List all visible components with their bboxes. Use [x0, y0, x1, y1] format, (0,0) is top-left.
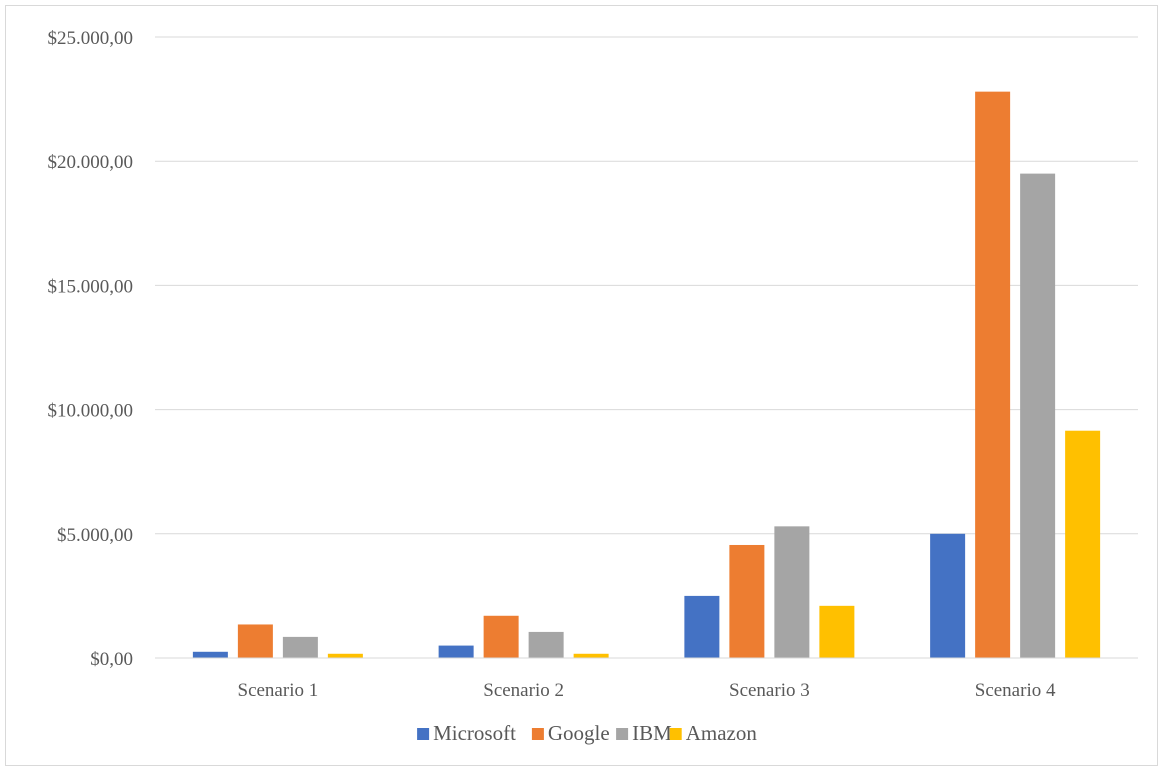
x-tick-label: Scenario 1: [238, 680, 319, 701]
bar-microsoft: [192, 651, 228, 658]
legend-item: Amazon: [669, 721, 758, 745]
bar-amazon: [327, 653, 363, 658]
y-tick-label: $15.000,00: [48, 276, 134, 297]
x-tick-label: Scenario 2: [483, 680, 564, 701]
legend-label: Amazon: [686, 721, 758, 745]
chart-area: [5, 5, 1158, 766]
bar-ibm: [1020, 173, 1056, 658]
y-tick-label: $20.000,00: [48, 152, 134, 173]
bar-ibm: [528, 631, 564, 658]
bar-google: [483, 615, 519, 658]
legend-item: Microsoft: [417, 721, 516, 745]
bar-ibm: [774, 526, 810, 658]
legend-swatch: [669, 728, 682, 740]
bar-amazon: [819, 605, 855, 658]
legend-label: Microsoft: [433, 721, 516, 745]
legend-swatch: [616, 728, 629, 740]
y-tick-label: $25.000,00: [48, 28, 134, 49]
bar-amazon: [1065, 430, 1101, 658]
legend-label: Google: [548, 721, 610, 745]
legend-swatch: [417, 728, 430, 740]
bar-google: [975, 91, 1011, 658]
y-tick-label: $5.000,00: [57, 525, 133, 546]
legend-swatch: [531, 728, 544, 740]
x-tick-label: Scenario 4: [975, 680, 1056, 701]
legend-item: Google: [531, 721, 610, 745]
y-tick-label: $10.000,00: [48, 401, 134, 422]
bar-microsoft: [438, 645, 474, 658]
legend-label: IBM: [632, 721, 672, 745]
legend-item: IBM: [616, 721, 672, 745]
y-tick-label: $0,00: [90, 649, 133, 670]
x-tick-label: Scenario 3: [729, 680, 810, 701]
bar-microsoft: [684, 595, 720, 658]
bar-amazon: [573, 653, 609, 658]
bar-ibm: [282, 636, 318, 658]
bar-google: [237, 624, 273, 658]
bar-microsoft: [930, 533, 966, 658]
bar-google: [729, 544, 765, 658]
